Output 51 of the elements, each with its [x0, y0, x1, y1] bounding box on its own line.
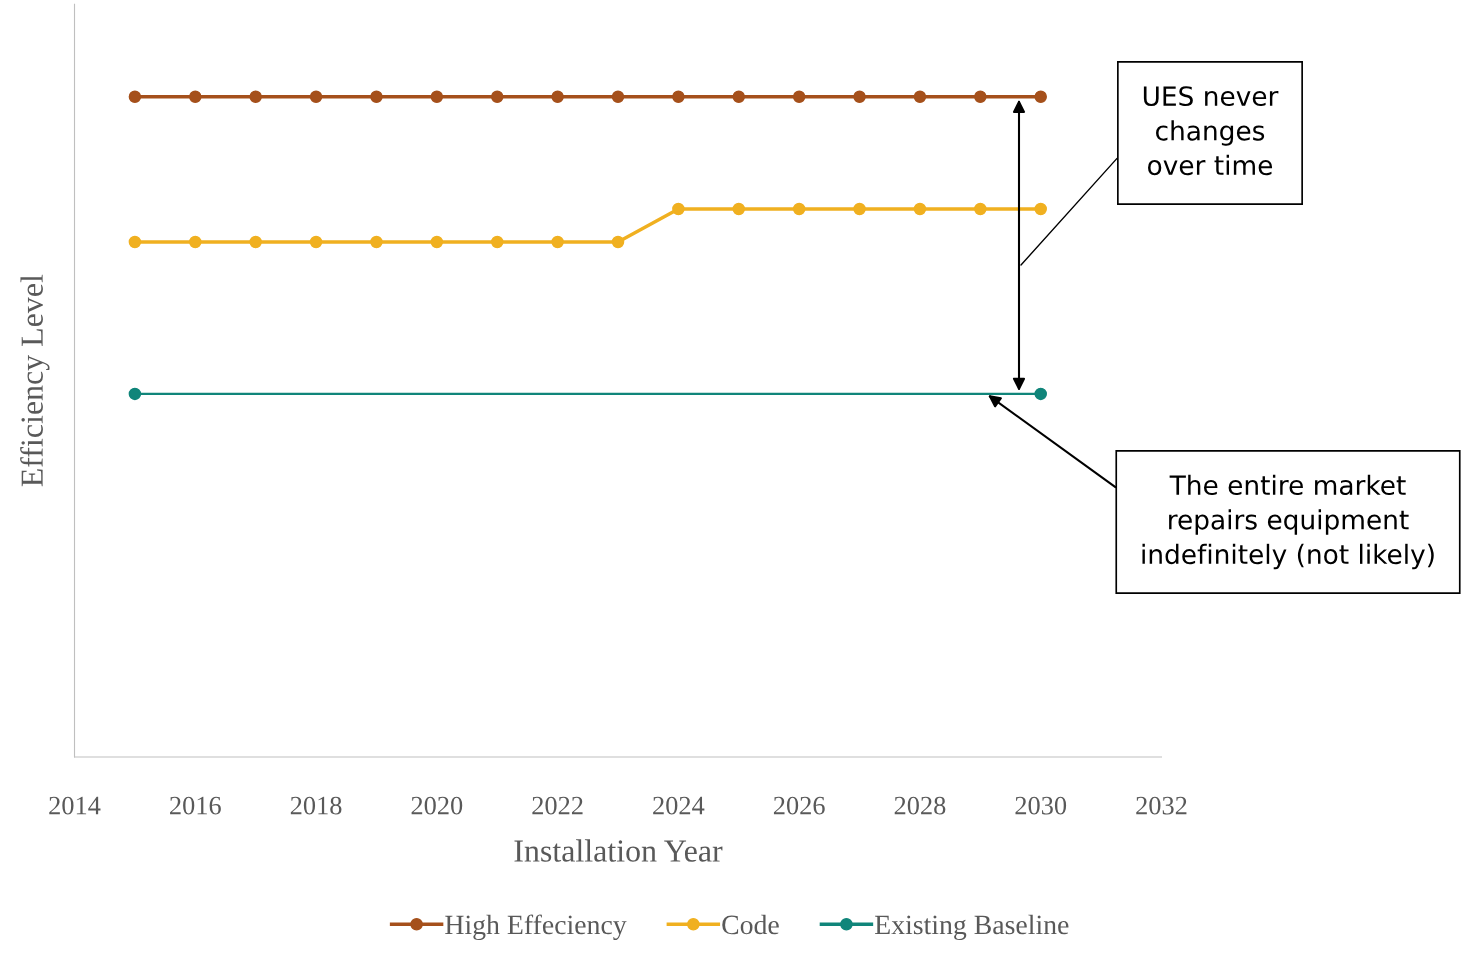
legend-label: Existing Baseline [875, 914, 1069, 940]
point [913, 90, 927, 104]
x-tick-label: 2022 [532, 796, 583, 815]
y-axis-title: Efficiency Level [20, 274, 50, 487]
annotation: The entire market repairs equipment indefinitely (not likely) [1142, 474, 1434, 570]
point [249, 90, 262, 104]
annotation: UES never changes over time [1143, 86, 1279, 176]
x-tick-label: 2020 [411, 796, 463, 815]
point [128, 90, 142, 104]
point [249, 235, 262, 249]
point [611, 90, 625, 104]
point [430, 235, 444, 249]
x-tick-label: 2018 [290, 796, 342, 815]
point [189, 235, 202, 249]
point [1034, 387, 1047, 401]
x-tick-label: 2016 [170, 796, 221, 815]
point [128, 387, 142, 401]
point [974, 90, 987, 104]
point [853, 90, 866, 104]
point [792, 202, 806, 216]
point [913, 202, 927, 216]
point [309, 90, 323, 104]
point [611, 235, 625, 249]
point [370, 90, 383, 104]
point [490, 235, 504, 249]
point [551, 90, 564, 104]
point [1034, 90, 1047, 104]
point [732, 202, 746, 216]
point [309, 235, 323, 249]
x-axis-title: Installation Year [514, 839, 723, 862]
legend-label: Code [722, 914, 779, 935]
point [792, 90, 806, 104]
x-tick-label: 2030 [1015, 796, 1067, 815]
point [370, 235, 383, 249]
point [189, 90, 202, 104]
point [732, 90, 746, 104]
x-tick-label: 2014 [49, 796, 101, 815]
point [551, 235, 564, 249]
point [1034, 202, 1047, 216]
legend-label: High Effeciency [445, 914, 627, 940]
point [853, 202, 866, 216]
point [974, 202, 987, 216]
point [128, 235, 142, 249]
point [430, 90, 444, 104]
point [672, 202, 685, 216]
x-tick-label: 2026 [773, 796, 825, 815]
x-tick-label: 2028 [894, 796, 946, 815]
x-tick-label: 2024 [653, 796, 705, 815]
x-tick-label: 2032 [1136, 796, 1187, 815]
point [672, 90, 685, 104]
point [490, 90, 504, 104]
